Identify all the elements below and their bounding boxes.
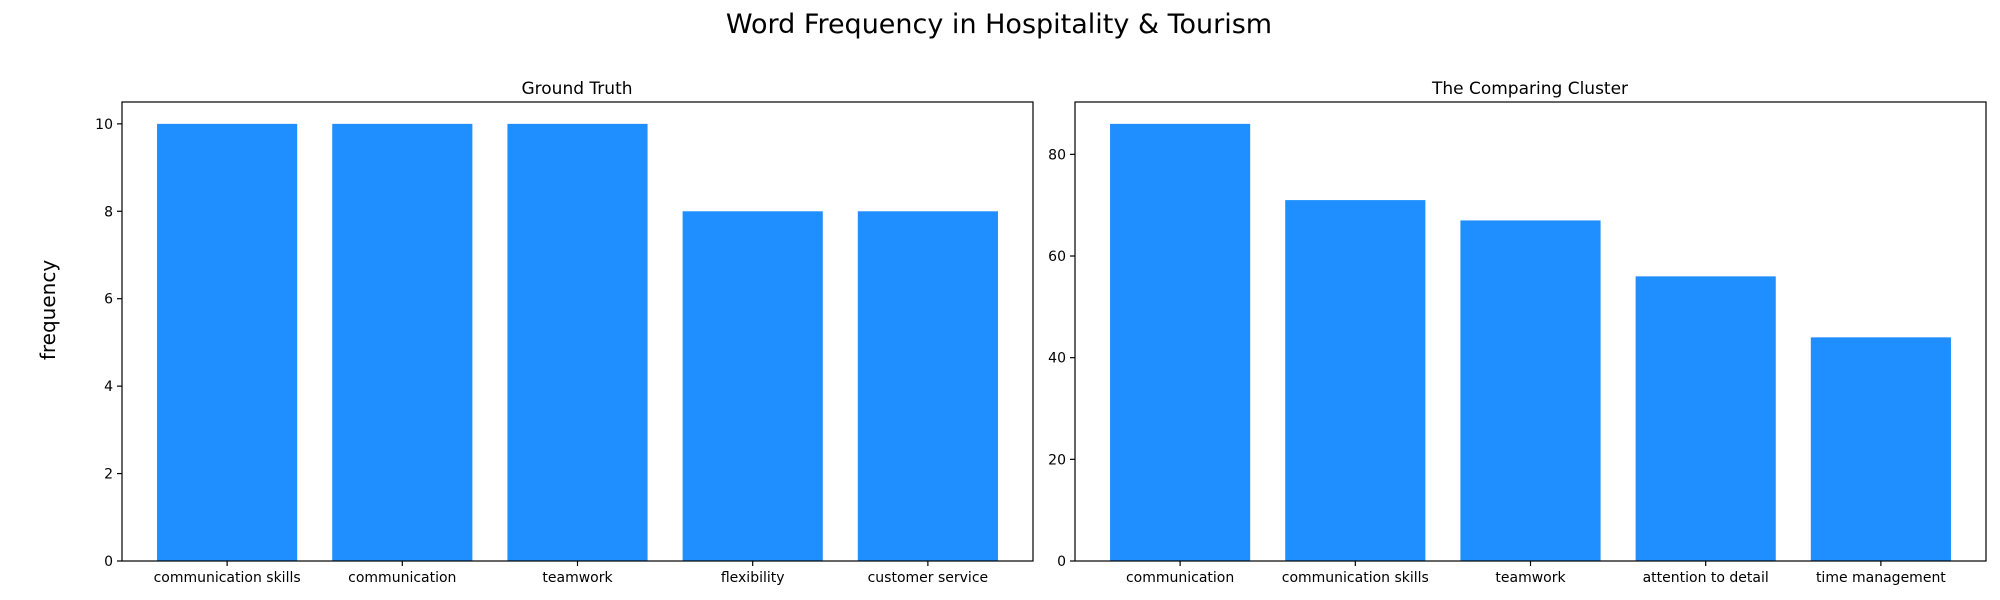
x-tick-label: communication skills [154, 570, 301, 586]
y-tick-label: 40 [1048, 351, 1066, 367]
x-axis-ground-truth: communication skills communication teamwor… [154, 561, 989, 586]
bar [1285, 200, 1426, 561]
bars-comparing-cluster [1110, 123, 1951, 562]
x-tick-label: communication [348, 570, 456, 586]
bar [332, 123, 473, 562]
y-tick-label: 4 [104, 379, 113, 395]
x-tick-label: communication skills [1282, 570, 1429, 586]
bar [682, 211, 823, 562]
x-tick-label: customer service [868, 570, 989, 586]
x-tick-label: teamwork [542, 570, 613, 586]
y-tick-label: 8 [104, 204, 113, 220]
y-tick-label: 10 [95, 117, 113, 133]
x-tick-label: flexibility [721, 570, 785, 586]
bar [1810, 337, 1951, 561]
bar [157, 123, 298, 562]
y-tick-label: 80 [1048, 147, 1066, 163]
plot-frame-comparing-cluster [1074, 101, 1987, 562]
y-tick-label: 0 [104, 554, 113, 570]
figure-title: Word Frequency in Hospitality & Tourism [726, 9, 1272, 40]
y-tick-label: 20 [1048, 452, 1066, 468]
bar [1110, 123, 1251, 562]
x-tick-label: communication [1126, 570, 1234, 586]
x-axis-comparing-cluster: communication communication skills teamwor… [1126, 561, 1946, 586]
bar [507, 123, 648, 562]
y-axis-ground-truth: 0 2 4 6 8 10 [95, 117, 122, 570]
x-tick-label: attention to detail [1643, 570, 1769, 586]
bar [1460, 220, 1601, 561]
chart-title-comparing-cluster: The Comparing Cluster [1431, 79, 1628, 99]
chart-ground-truth: Ground Truth 0 2 4 6 8 10 communication skill… [95, 79, 1034, 586]
bar [857, 211, 998, 562]
bars-ground-truth [157, 123, 998, 562]
x-tick-label: teamwork [1495, 570, 1566, 586]
y-tick-label: 2 [104, 467, 113, 483]
y-tick-label: 60 [1048, 249, 1066, 265]
y-tick-label: 0 [1057, 554, 1066, 570]
x-tick-label: time management [1816, 570, 1946, 586]
y-axis-comparing-cluster: 0 20 40 60 80 [1048, 147, 1075, 570]
y-tick-label: 6 [104, 292, 113, 308]
plot-frame-ground-truth [121, 101, 1034, 562]
y-axis-label: frequency [36, 260, 60, 360]
chart-title-ground-truth: Ground Truth [521, 79, 632, 99]
chart-comparing-cluster: The Comparing Cluster 0 20 40 60 80 communic… [1048, 79, 1987, 586]
bar [1635, 276, 1776, 561]
